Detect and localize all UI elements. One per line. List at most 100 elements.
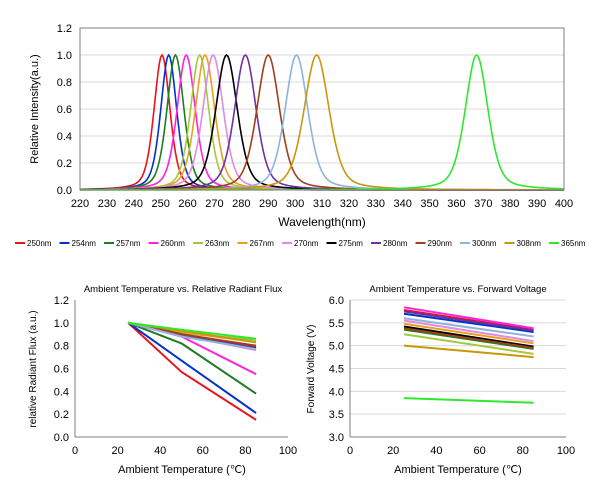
spectrum-y-axis-label: Relative Intensity(a.u.) — [29, 54, 41, 163]
spectrum-x-tick-label: 230 — [98, 198, 116, 210]
radiant-flux-y-tick-label: 1.2 — [54, 295, 69, 307]
legend-label-267nm: 267nm — [250, 239, 275, 248]
forward-voltage-series-267nm — [403, 322, 534, 345]
forward-voltage-series-275nm — [403, 325, 534, 348]
spectrum-y-tick-label: 0.4 — [57, 131, 72, 143]
radiant-flux-chart-title: Ambient Temperature vs. Relative Radiant… — [84, 284, 283, 295]
legend-label-280nm: 280nm — [383, 239, 408, 248]
radiant-flux-y-tick-label: 0.6 — [54, 364, 69, 376]
legend-label-275nm: 275nm — [339, 239, 364, 248]
forward-voltage-series-300nm — [403, 317, 534, 338]
spectrum-x-tick-label: 350 — [420, 198, 438, 210]
spectrum-x-tick-label: 320 — [340, 198, 358, 210]
forward-voltage-series-254nm — [403, 312, 534, 333]
legend-label-270nm: 270nm — [294, 239, 319, 248]
radiant-flux-x-tick-label: 20 — [111, 445, 123, 457]
spectrum-plot-frame — [79, 27, 565, 191]
spectrum-y-tick-label: 0.0 — [57, 185, 72, 197]
forward-voltage-x-tick-label: 80 — [517, 445, 529, 457]
legend-label-308nm: 308nm — [517, 239, 542, 248]
radiant-flux-y-tick-label: 0.4 — [54, 386, 69, 398]
legend-label-257nm: 257nm — [116, 239, 141, 248]
forward-voltage-y-tick-label: 3.0 — [329, 432, 344, 444]
radiant-flux-series-250nm — [127, 322, 257, 421]
radiant-flux-series-365nm — [128, 321, 257, 340]
radiant-flux-x-tick-label: 0 — [72, 445, 78, 457]
spectrum-y-ticks: 0.0 0.2 0.4 0.6 0.8 1.0 1.2 — [57, 23, 72, 197]
radiant-flux-y-ticks: 0.0 0.2 0.4 0.6 0.8 1.0 1.2 — [54, 295, 69, 444]
spectrum-legend: 250nm 254nm 257nm 260nm 263nm 267nm 270nm 275nm… — [15, 239, 586, 248]
forward-voltage-y-tick-label: 6.0 — [329, 295, 344, 307]
spectrum-y-tick-label: 0.2 — [57, 158, 72, 170]
spectrum-x-axis-label: Wavelength(nm) — [278, 215, 366, 229]
forward-voltage-y-axis-label: Forward Voltage (V) — [306, 325, 317, 414]
spectrum-x-tick-label: 250 — [151, 198, 169, 210]
spectrum-y-tick-label: 0.8 — [57, 77, 72, 89]
spectrum-x-tick-label: 260 — [178, 198, 196, 210]
forward-voltage-x-tick-label: 20 — [387, 445, 399, 457]
forward-voltage-series-270nm — [403, 319, 534, 343]
radiant-flux-y-tick-label: 0.0 — [54, 432, 69, 444]
legend-label-300nm: 300nm — [472, 239, 497, 248]
spectrum-x-tick-label: 370 — [474, 198, 492, 210]
radiant-flux-y-axis-label: relative Radiant Flux (a.u.) — [28, 310, 39, 427]
spectrum-y-tick-label: 1.0 — [57, 50, 72, 62]
forward-voltage-gridlines — [350, 299, 566, 415]
radiant-flux-series-257nm — [127, 321, 257, 395]
legend-label-250nm: 250nm — [27, 239, 52, 248]
legend-label-290nm: 290nm — [428, 239, 453, 248]
forward-voltage-series-308nm — [403, 344, 534, 359]
spectrum-x-tick-label: 400 — [555, 198, 573, 210]
spectrum-x-tick-label: 310 — [313, 198, 331, 210]
spectrum-x-tick-label: 270 — [205, 198, 223, 210]
legend-label-365nm: 365nm — [561, 239, 586, 248]
forward-voltage-series-365nm — [403, 397, 534, 404]
radiant-flux-x-ticks: 0 20 40 60 80 100 — [72, 445, 297, 457]
spectrum-x-tick-label: 380 — [501, 198, 519, 210]
spectrum-y-tick-label: 0.6 — [57, 104, 72, 116]
legend-label-260nm: 260nm — [161, 239, 186, 248]
radiant-flux-chart: Ambient Temperature vs. Relative Radiant… — [28, 284, 297, 476]
radiant-flux-x-tick-label: 100 — [279, 445, 297, 457]
spectrum-x-tick-label: 280 — [232, 198, 250, 210]
spectrum-series-group — [79, 53, 565, 191]
spectrum-x-tick-label: 330 — [367, 198, 385, 210]
radiant-flux-series-300nm — [128, 321, 257, 351]
spectrum-x-tick-label: 240 — [125, 198, 143, 210]
forward-voltage-x-tick-label: 0 — [347, 445, 353, 457]
forward-voltage-series-263nm — [403, 333, 534, 355]
legend-label-254nm: 254nm — [72, 239, 97, 248]
radiant-flux-y-tick-label: 0.8 — [54, 341, 69, 353]
forward-voltage-series-280nm — [403, 310, 534, 332]
forward-voltage-series-group — [403, 306, 534, 404]
spectrum-chart: 0.0 0.2 0.4 0.6 0.8 1.0 1.2 220 230 240 250 260 270… — [15, 23, 586, 248]
forward-voltage-series-260nm — [403, 306, 534, 330]
spectrum-x-tick-label: 290 — [259, 198, 277, 210]
spectrum-x-tick-label: 360 — [447, 198, 465, 210]
forward-voltage-y-tick-label: 5.5 — [329, 318, 344, 330]
forward-voltage-series-290nm — [403, 327, 534, 349]
spectrum-x-tick-label: 300 — [286, 198, 304, 210]
forward-voltage-x-axis-label: Ambient Temperature (℃) — [394, 464, 522, 476]
spectrum-x-tick-label: 340 — [393, 198, 411, 210]
spectrum-x-tick-label: 390 — [528, 198, 546, 210]
radiant-flux-y-tick-label: 1.0 — [54, 318, 69, 330]
radiant-flux-series-254nm — [127, 322, 257, 414]
forward-voltage-chart: Ambient Temperature vs. Forward Voltage … — [306, 284, 575, 476]
spectrum-x-ticks: 220 230 240 250 260 270 280 290 300 310 320 330 340 3… — [71, 198, 573, 210]
radiant-flux-y-tick-label: 0.2 — [54, 409, 69, 421]
radiant-flux-x-axis-label: Ambient Temperature (℃) — [118, 464, 246, 476]
forward-voltage-y-ticks: 3.0 3.5 4.0 4.5 5.0 5.5 6.0 — [329, 295, 344, 444]
legend-label-263nm: 263nm — [205, 239, 230, 248]
forward-voltage-x-tick-label: 40 — [430, 445, 442, 457]
forward-voltage-y-tick-label: 4.0 — [329, 386, 344, 398]
forward-voltage-x-ticks: 0 20 40 60 80 100 — [347, 445, 575, 457]
forward-voltage-x-tick-label: 60 — [473, 445, 485, 457]
forward-voltage-y-tick-label: 3.5 — [329, 409, 344, 421]
forward-voltage-y-tick-label: 5.0 — [329, 341, 344, 353]
forward-voltage-x-tick-label: 100 — [557, 445, 575, 457]
forward-voltage-chart-title: Ambient Temperature vs. Forward Voltage — [369, 284, 546, 295]
radiant-flux-x-tick-label: 60 — [197, 445, 209, 457]
radiant-flux-x-tick-label: 40 — [154, 445, 166, 457]
